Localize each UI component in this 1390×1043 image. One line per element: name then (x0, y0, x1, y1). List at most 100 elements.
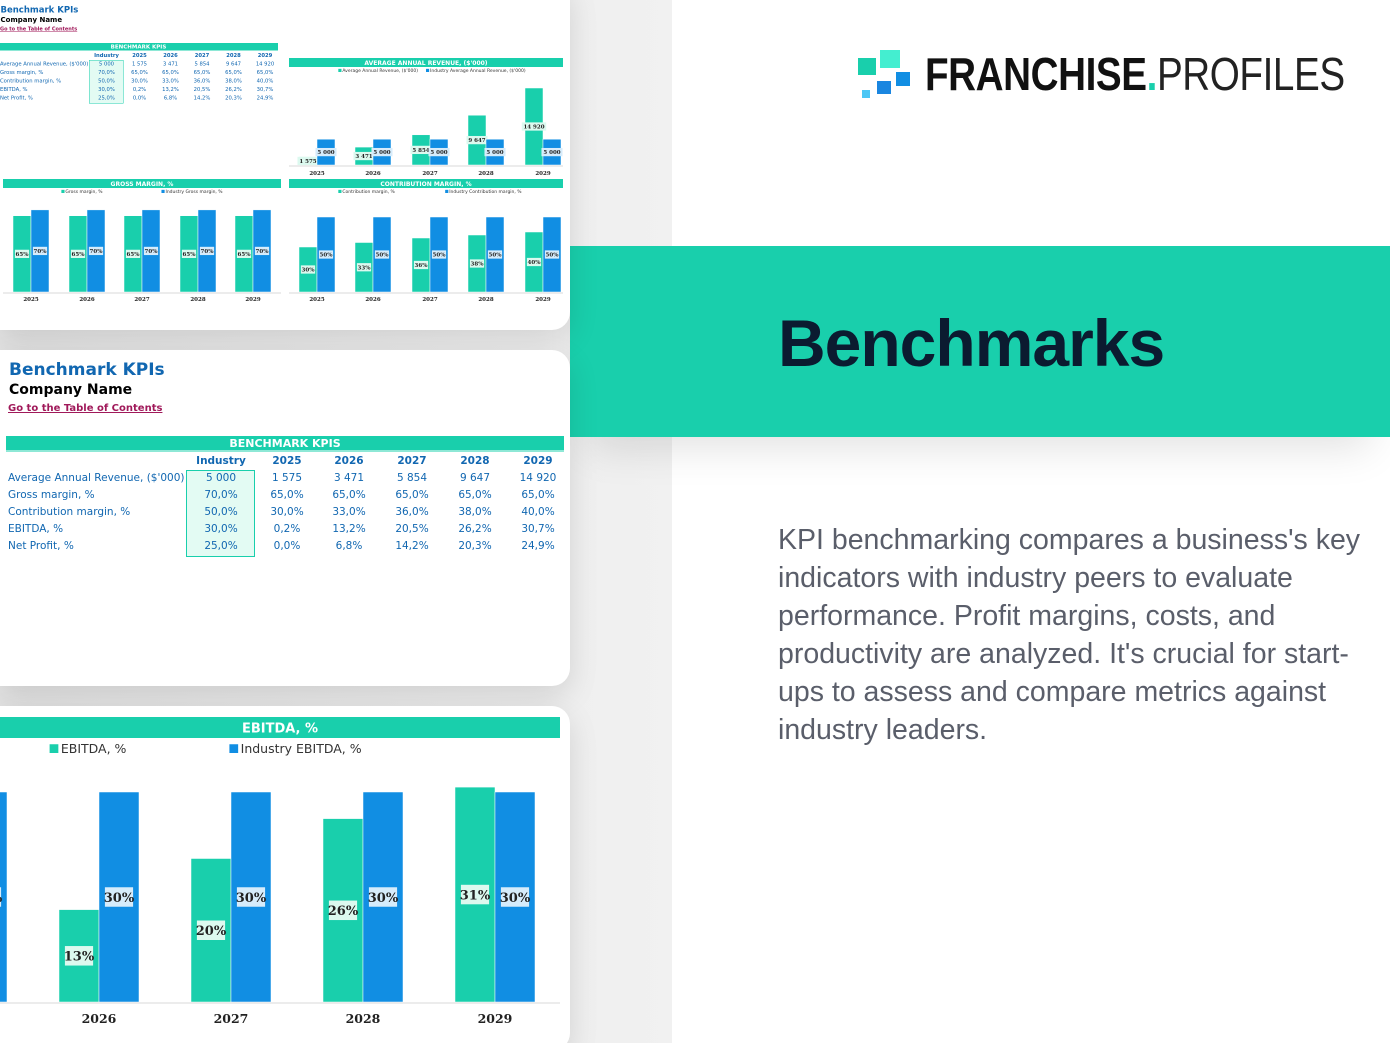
row-label: Average Annual Revenue, ($'000) (8, 472, 185, 484)
x-tick-label: 2026 (365, 171, 380, 177)
data-label: 5 000 (430, 150, 447, 156)
data-label-box (356, 263, 372, 272)
cell-value: 14,2% (193, 95, 211, 101)
cell-value: 40,0% (256, 78, 274, 84)
chart-header-band (3, 179, 281, 188)
cell-value: 25,0% (98, 95, 115, 101)
data-label-box (466, 135, 488, 145)
data-label: 20% (196, 924, 227, 939)
data-label: 50% (546, 253, 560, 259)
card-ebitda-chart: EBITDA, %EBITDA, %Industry EBITDA, %0%30… (0, 706, 570, 1043)
data-label-box (236, 249, 252, 258)
x-tick-label: 2027 (422, 171, 437, 177)
data-label-box (460, 884, 490, 905)
cell-value: 65,0% (332, 489, 366, 501)
data-label-box (413, 260, 429, 270)
data-label-box (64, 946, 94, 966)
toc-link[interactable]: Go to the Table of Contents (0, 26, 78, 33)
column-header-2026: 2026 (163, 52, 178, 59)
cell-value: 30,0% (204, 523, 238, 535)
data-label: 70% (34, 249, 48, 255)
hero-band (570, 246, 1390, 437)
brand-name-bold: FRANCHISE (925, 48, 1147, 100)
data-label: 13% (64, 950, 95, 965)
data-label: 5 000 (317, 150, 334, 156)
data-label: 5 000 (543, 150, 560, 156)
data-label: 70% (90, 249, 104, 255)
data-label: 30% (104, 891, 135, 906)
column-header-2028: 2028 (226, 52, 241, 59)
column-header-2025: 2025 (132, 52, 147, 59)
data-label: 30% (368, 891, 399, 906)
cell-value: 50,0% (98, 78, 115, 84)
company-name: Company Name (9, 382, 133, 398)
cell-value: 30,0% (131, 78, 148, 84)
data-label: 38% (471, 262, 485, 268)
x-tick-label: 2028 (478, 171, 493, 177)
cell-value: 5 854 (194, 61, 210, 67)
cell-value: 26,2% (458, 523, 492, 535)
data-label: 70% (256, 249, 270, 255)
data-label: 31% (460, 888, 491, 903)
data-label-box (374, 250, 390, 259)
legend-label: Average Annual Revenue, ($'000) (342, 68, 418, 74)
cell-value: 65,0% (162, 69, 179, 76)
column-header-industry: Industry (94, 52, 119, 59)
data-label: 3 471 (355, 154, 372, 160)
data-label: 50% (489, 253, 503, 259)
column-header-2028: 2028 (460, 455, 490, 467)
cell-value: 30,0% (98, 86, 115, 93)
row-label: Net Profit, % (0, 95, 33, 101)
cell-value: 65,0% (256, 69, 274, 76)
column-header-2027: 2027 (194, 52, 210, 59)
x-tick-label: 2029 (535, 297, 550, 303)
x-tick-label: 2029 (478, 1011, 513, 1026)
cell-value: 5 000 (98, 61, 115, 67)
x-tick-label: 2028 (190, 297, 205, 303)
column-header-2029: 2029 (257, 52, 273, 59)
data-label: 65% (16, 252, 30, 258)
cell-value: 38,0% (458, 506, 492, 518)
legend-label: Industry Contribution margin, % (449, 189, 522, 195)
cell-value: 5 854 (396, 472, 428, 484)
cell-value: 65,0% (193, 69, 211, 76)
x-tick-label: 2028 (346, 1011, 381, 1026)
data-label-box (544, 250, 560, 259)
x-tick-label: 2025 (309, 297, 324, 303)
toc-link[interactable]: Go to the Table of Contents (8, 403, 163, 414)
cell-value: 30,7% (256, 86, 274, 93)
ebitda-chart: EBITDA, %EBITDA, %Industry EBITDA, %0%30… (0, 717, 560, 1026)
brand-name-light: PROFILES (1156, 48, 1345, 100)
bar-industry-2025 (0, 791, 8, 1003)
data-label: 1 575 (299, 159, 316, 165)
row-label: Gross margin, % (8, 489, 95, 501)
cell-value: 24,9% (521, 540, 555, 552)
cell-value: 30,0% (270, 506, 304, 518)
cell-value: 0,2% (132, 86, 147, 93)
cell-value: 30,7% (521, 523, 555, 535)
data-label: 70% (201, 249, 215, 255)
data-label-box (541, 147, 563, 157)
data-label-box (318, 250, 334, 259)
row-label: Contribution margin, % (0, 78, 62, 84)
x-tick-label: 2029 (245, 297, 260, 303)
legend-swatch-icon (445, 189, 449, 193)
data-label-box (428, 147, 450, 157)
data-label: 5 000 (373, 150, 390, 156)
data-label-box (125, 249, 141, 258)
data-label-box (469, 259, 485, 268)
kpi-section-header: BENCHMARK KPIS (6, 436, 564, 452)
data-label-box (315, 147, 337, 157)
data-label: 65% (72, 252, 86, 258)
cell-value: 25,0% (204, 540, 238, 552)
data-label-box (196, 920, 226, 940)
legend-label: EBITDA, % (61, 741, 127, 756)
chart-title: CONTRIBUTION MARGIN, % (380, 181, 471, 188)
legend-label: Industry Average Annual Revenue, ($'000) (430, 68, 526, 74)
data-label-box (410, 145, 432, 155)
data-label-box (353, 151, 375, 161)
cell-value: 24,9% (256, 95, 274, 101)
x-tick-label: 2025 (23, 297, 38, 303)
data-label-box (371, 147, 393, 157)
x-tick-label: 2027 (422, 297, 437, 303)
